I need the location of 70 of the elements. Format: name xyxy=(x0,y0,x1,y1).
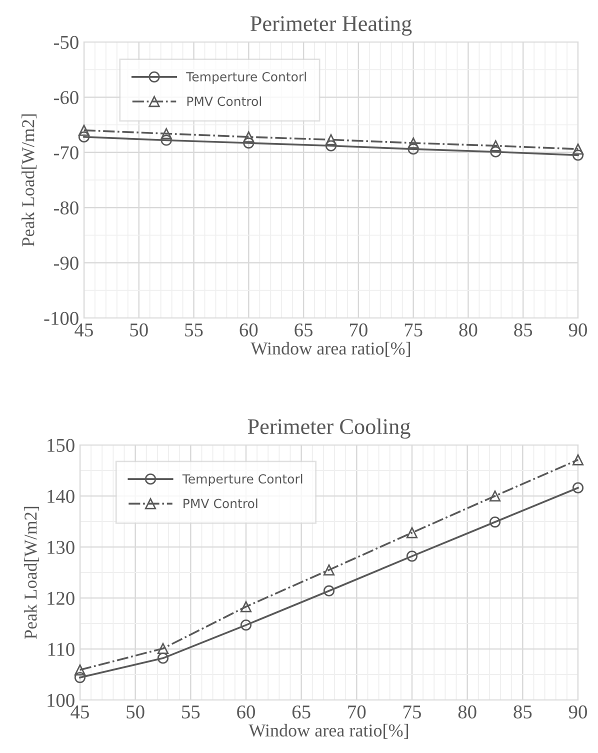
point xyxy=(240,619,252,631)
point xyxy=(490,146,502,158)
y-tick-label: -80 xyxy=(54,201,78,215)
y-tick-label: 150 xyxy=(48,438,74,452)
legend-label: Temperture Contorl xyxy=(186,72,306,84)
y-tick-label: -100 xyxy=(44,312,78,325)
point xyxy=(160,128,172,140)
x-tick-label: 85 xyxy=(514,705,532,719)
point xyxy=(243,131,254,142)
x-tick-label: 50 xyxy=(130,323,148,337)
point xyxy=(325,134,337,146)
point xyxy=(489,490,501,502)
chart-title: Perimeter Cooling xyxy=(248,418,410,439)
point xyxy=(572,454,584,466)
y-tick-label: 100 xyxy=(48,694,74,707)
x-tick-label: 60 xyxy=(237,705,255,719)
point xyxy=(489,516,501,528)
chart-title: Perimeter Heating xyxy=(250,16,412,36)
point xyxy=(323,585,335,596)
y-tick-label: -50 xyxy=(54,36,78,49)
point xyxy=(323,564,335,576)
x-tick-label: 80 xyxy=(459,323,478,337)
y-axis-title: Peak Load[W/m2] xyxy=(24,506,39,639)
y-axis-title: Peak Load[W/m2] xyxy=(22,114,37,246)
point xyxy=(490,140,502,152)
point xyxy=(408,137,419,149)
x-tick-label: 55 xyxy=(185,324,203,337)
x-tick-label: 60 xyxy=(240,323,258,337)
y-tick-label: 120 xyxy=(48,592,74,605)
point xyxy=(572,482,584,494)
x-tick-label: 55 xyxy=(182,706,200,719)
legend-label: PMV Control xyxy=(184,498,258,508)
point xyxy=(160,134,172,146)
x-tick-label: 90 xyxy=(568,705,587,719)
y-tick-label: -90 xyxy=(54,256,78,270)
point xyxy=(243,137,254,149)
x-tick-label: 70 xyxy=(350,323,368,337)
x-tick-label: 45 xyxy=(74,324,93,337)
x-tick-label: 85 xyxy=(514,323,532,337)
y-tick-label: 140 xyxy=(48,490,74,503)
point xyxy=(572,144,584,155)
point xyxy=(406,550,418,562)
point xyxy=(572,150,584,161)
point xyxy=(78,124,90,136)
point xyxy=(408,144,419,155)
legend-label: Temperture Contorl xyxy=(182,474,302,486)
legend-label: PMV Control xyxy=(187,96,261,106)
point xyxy=(157,652,169,664)
point xyxy=(78,131,90,142)
x-tick-label: 50 xyxy=(126,705,144,719)
x-tick-label: 90 xyxy=(568,323,587,337)
point xyxy=(74,664,86,676)
x-tick-label: 75 xyxy=(404,324,422,337)
point xyxy=(406,527,418,538)
x-tick-label: 65 xyxy=(294,323,313,337)
x-tick-label: 45 xyxy=(70,706,89,719)
x-axis-title: Window area ratio[%] xyxy=(250,342,410,357)
y-tick-label: 110 xyxy=(48,642,74,656)
point xyxy=(74,672,86,684)
x-tick-label: 80 xyxy=(458,705,476,719)
point xyxy=(240,601,252,612)
x-tick-label: 75 xyxy=(404,706,421,719)
point xyxy=(157,642,169,654)
y-tick-label: 130 xyxy=(48,540,74,554)
x-tick-label: 70 xyxy=(348,705,366,719)
point xyxy=(325,140,337,152)
x-tick-label: 65 xyxy=(292,705,310,719)
y-tick-label: -70 xyxy=(54,146,78,160)
y-tick-label: -60 xyxy=(54,91,78,104)
x-axis-title: Window area ratio[%] xyxy=(248,724,408,739)
